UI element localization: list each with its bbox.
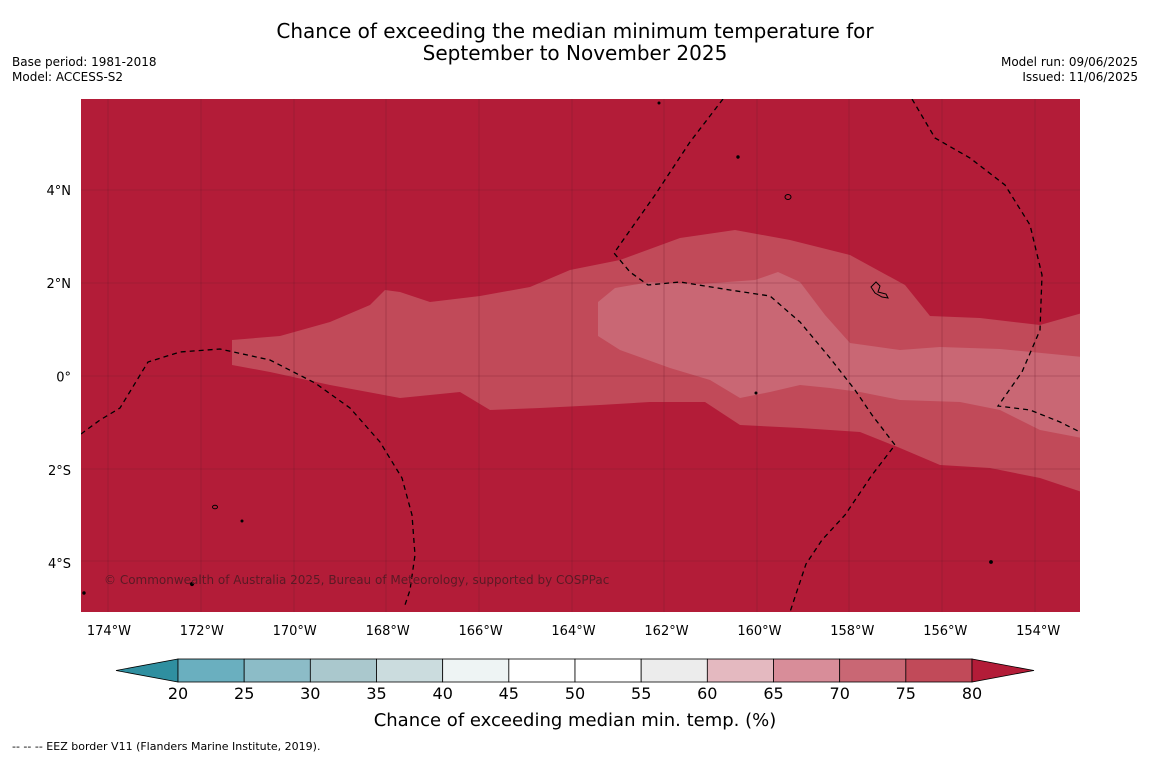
colorbar-tick-label: 60 — [697, 684, 717, 703]
latitude-gridlines — [81, 189, 1080, 562]
colorbar — [115, 658, 1035, 683]
island-shape — [657, 101, 661, 105]
island-shape — [870, 281, 889, 299]
colorbar-segment — [508, 658, 576, 683]
longitude-tick-label: 164°W — [551, 624, 595, 639]
colorbar-extend-low — [115, 658, 179, 683]
longitude-tick-label: 174°W — [87, 624, 131, 639]
colorbar-tick-label: 40 — [433, 684, 453, 703]
latitude-tick-label: 0° — [56, 371, 71, 386]
model-run-text: Model run: 09/06/2025 — [1000, 55, 1138, 69]
island-shape — [240, 519, 244, 523]
island-shape — [212, 504, 218, 510]
colorbar-tick-label: 20 — [168, 684, 188, 703]
probability-band-70-75 — [598, 272, 1080, 438]
colorbar-tick-label: 80 — [962, 684, 982, 703]
meta-right: Model run: 09/06/2025 Issued: 11/06/2025 — [1001, 55, 1138, 85]
colorbar-segment — [640, 658, 708, 683]
island-shape — [989, 560, 993, 564]
forecast-map: © Commonwealth of Australia 2025, Bureau… — [47, 99, 1080, 731]
colorbar-tick-label: 30 — [300, 684, 320, 703]
colorbar-tick-label: 70 — [830, 684, 850, 703]
longitude-tick-label: 170°W — [273, 624, 317, 639]
colorbar-segment — [574, 658, 642, 683]
colorbar-extend-high — [971, 658, 1035, 683]
map-title: Chance of exceeding the median minimum t… — [0, 20, 1150, 64]
island-shape — [754, 391, 758, 395]
colorbar-segment — [773, 658, 841, 683]
map-plot-area: © Commonwealth of Australia 2025, Bureau… — [81, 99, 1080, 612]
eez-borders — [81, 99, 1080, 612]
island-shape — [82, 591, 86, 595]
colorbar-segment — [309, 658, 377, 683]
title-line-2: September to November 2025 — [422, 41, 728, 65]
longitude-tick-labels: 174°W 172°W 170°W 168°W 166°W 164°W 162°W 160°W… — [87, 624, 1061, 639]
islands — [82, 101, 993, 595]
colorbar-tick-label: 55 — [631, 684, 651, 703]
copyright-text: © Commonwealth of Australia 2025, Bureau… — [104, 573, 609, 587]
colorbar-segment — [177, 658, 245, 683]
meta-left: Base period: 1981-2018 Model: ACCESS-S2 — [12, 55, 157, 85]
base-period-text: Base period: 1981-2018 — [12, 55, 157, 69]
island-shape — [189, 581, 195, 587]
latitude-tick-label: 4°N — [47, 184, 72, 199]
title-line-1: Chance of exceeding the median minimum t… — [276, 19, 874, 43]
colorbar-tick-labels: 20 25 30 35 40 45 50 55 60 65 70 75 80 — [168, 684, 982, 703]
island-shape — [784, 194, 792, 200]
colorbar-tick-label: 45 — [499, 684, 519, 703]
colorbar-segment — [376, 658, 444, 683]
model-text: Model: ACCESS-S2 — [12, 70, 124, 84]
latitude-tick-label: 2°N — [47, 277, 72, 292]
colorbar-segment — [243, 658, 311, 683]
longitude-tick-label: 162°W — [644, 624, 688, 639]
colorbar-tick-label: 25 — [234, 684, 254, 703]
island-shape — [736, 155, 740, 159]
latitude-tick-labels: 4°N 2°N 0° 2°S 4°S — [47, 184, 72, 572]
colorbar-segment — [442, 658, 510, 683]
colorbar-tick-label: 35 — [366, 684, 386, 703]
longitude-tick-label: 172°W — [180, 624, 224, 639]
colorbar-segment — [839, 658, 907, 683]
longitude-tick-label: 158°W — [830, 624, 874, 639]
issued-text: Issued: 11/06/2025 — [1022, 70, 1138, 84]
colorbar-label: Chance of exceeding median min. temp. (%… — [374, 710, 777, 731]
colorbar-tick-label: 65 — [763, 684, 783, 703]
longitude-tick-label: 166°W — [459, 624, 503, 639]
colorbar-tick-label: 75 — [896, 684, 916, 703]
latitude-tick-label: 4°S — [48, 557, 71, 572]
eez-legend-note: -- -- -- EEZ border V11 (Flanders Marine… — [12, 740, 321, 753]
colorbar-segment — [905, 658, 973, 683]
longitude-tick-label: 154°W — [1016, 624, 1060, 639]
colorbar-segment — [706, 658, 774, 683]
longitude-gridlines — [107, 99, 1036, 612]
longitude-tick-label: 160°W — [737, 624, 781, 639]
longitude-tick-label: 156°W — [923, 624, 967, 639]
colorbar-tick-label: 50 — [565, 684, 585, 703]
latitude-tick-label: 2°S — [48, 464, 71, 479]
longitude-tick-label: 168°W — [366, 624, 410, 639]
